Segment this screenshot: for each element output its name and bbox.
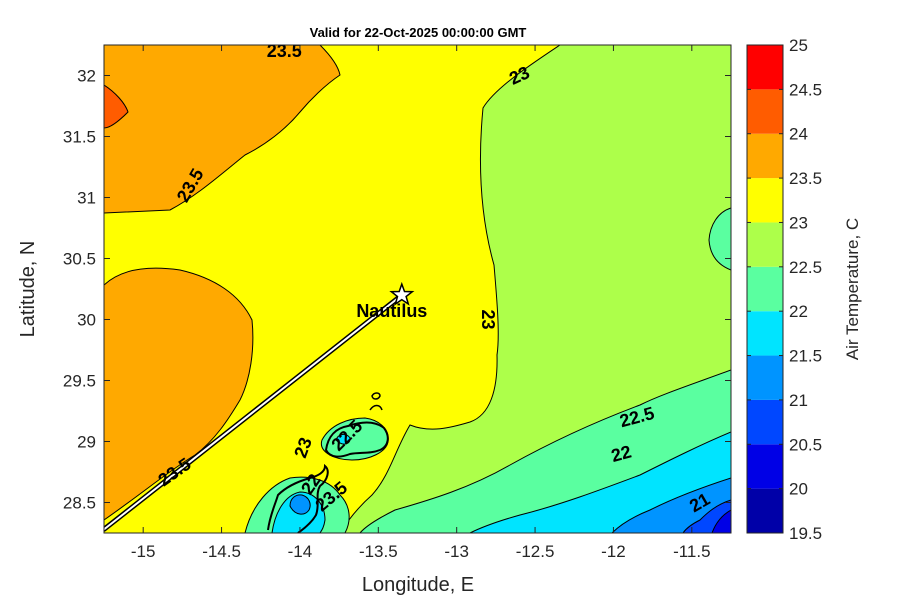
y-tick-label: 28.5 — [63, 494, 96, 513]
colorbar-tick-label: 19.5 — [789, 524, 822, 543]
x-tick-label: -11.5 — [673, 542, 711, 561]
colorbar-swatch — [747, 355, 783, 400]
x-tick-label: -12 — [601, 542, 626, 561]
coastline-tenerife — [267, 463, 329, 533]
contour-label: 23.5 — [267, 41, 302, 61]
colorbar-tick-label: 24.5 — [789, 80, 822, 99]
site-label-nautilus: Nautilus — [356, 301, 427, 321]
y-tick-label: 31.5 — [63, 128, 96, 147]
region-20-to-20.5 — [711, 509, 731, 533]
contour-label: 23 — [478, 309, 498, 329]
colorbar-tick-label: 25 — [789, 36, 808, 55]
island-tenerife-peak — [289, 494, 311, 515]
coastline-islet-2 — [369, 404, 383, 411]
colorbar-frame — [746, 44, 784, 534]
figure-title: Valid for 22-Oct-2025 00:00:00 GMT — [310, 25, 527, 40]
region-24-to-24.5 — [104, 84, 129, 129]
y-tick-label: 29.5 — [63, 372, 96, 391]
colorbar-swatch — [747, 45, 783, 90]
colorbar-label: Air Temperature, C — [843, 218, 862, 360]
colorbar-tick-label: 20.5 — [789, 435, 822, 454]
y-tick-label: 30.5 — [63, 250, 96, 269]
colorbar-swatch — [747, 266, 783, 312]
colorbar-swatch — [747, 89, 783, 134]
cruise-track-highlight — [104, 294, 403, 531]
y-axis-label: Latitude, N — [17, 241, 39, 338]
colorbar-tick-label: 21.5 — [789, 347, 822, 366]
y-tick-label: 29 — [77, 433, 96, 452]
colorbar-swatch — [747, 133, 783, 179]
colorbar-swatch — [747, 311, 783, 356]
colorbar-swatch — [747, 178, 783, 223]
colorbar: 19.5 20 20.5 21 21.5 22 22.5 23 23.5 24 24.5 25 — [746, 36, 822, 543]
x-tick-label: -14.5 — [202, 542, 241, 561]
star-icon[interactable] — [389, 281, 415, 306]
x-tick-label: -14 — [288, 542, 313, 561]
x-tick-label: -13.5 — [359, 542, 398, 561]
plot-frame — [103, 44, 732, 534]
x-tick-label: -15 — [131, 542, 156, 561]
colorbar-tick-label: 24 — [789, 125, 808, 144]
island-gran-canaria-inner — [335, 433, 351, 445]
colorbar-tick-label: 22 — [789, 302, 808, 321]
coastline-islet — [371, 392, 381, 400]
colorbar-swatch — [747, 488, 783, 533]
region-22-to-22.5-east-edge — [708, 207, 731, 271]
x-tick-label: -13 — [444, 542, 469, 561]
x-tick-label: -12.5 — [516, 542, 555, 561]
y-tick-label: 30 — [77, 311, 96, 330]
colorbar-tick-label: 20 — [789, 480, 808, 499]
coastline-gran-canaria — [324, 421, 389, 458]
y-axis-ticks: 28.5 29 29.5 30 30.5 31 31.5 32 — [63, 67, 731, 513]
region-23.5-to-24-west — [104, 267, 254, 521]
colorbar-tick-label: 23 — [789, 213, 808, 232]
colorbar-tick-label: 23.5 — [789, 169, 822, 188]
x-axis-label: Longitude, E — [362, 574, 474, 596]
colorbar-swatch — [747, 399, 783, 445]
y-tick-label: 32 — [77, 67, 96, 86]
colorbar-tick-label: 22.5 — [789, 258, 822, 277]
x-axis-ticks: -15 -14.5 -14 -13.5 -13 -12.5 -12 -11.5 — [131, 45, 711, 561]
region-23.5-to-24-north — [104, 45, 341, 214]
colorbar-tick-label: 21 — [789, 391, 808, 410]
y-tick-label: 31 — [77, 189, 96, 208]
colorbar-swatch — [747, 444, 783, 489]
colorbar-swatch — [747, 222, 783, 267]
